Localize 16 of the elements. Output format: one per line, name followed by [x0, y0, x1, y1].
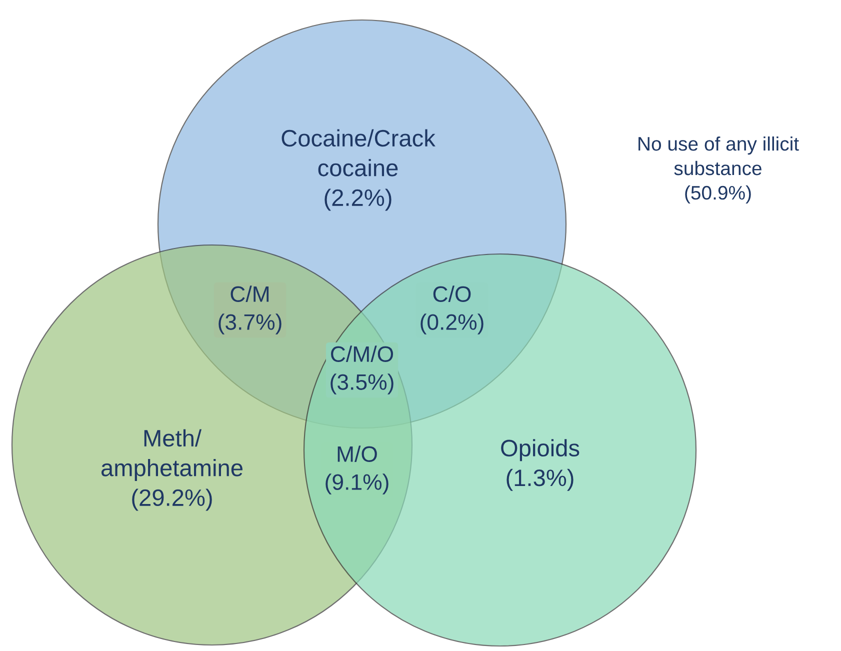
category-label: Cocaine/Crack cocaine	[282, 129, 436, 176]
data-label: (9.1%)	[326, 474, 388, 494]
data-label: (29.2%)	[132, 488, 212, 511]
category-label: No use of any illicit substance	[638, 136, 799, 176]
data-label: (3.7%)	[218, 314, 282, 334]
data-label: (2.2%)	[324, 188, 392, 211]
data-label: (50.9%)	[685, 185, 751, 204]
category-label: C/M	[230, 286, 269, 302]
data-label: (0.2%)	[420, 314, 484, 334]
category-label: C/O	[433, 286, 471, 302]
category-label: Meth/ amphetamine	[101, 429, 242, 482]
category-label: C/M/O	[331, 346, 394, 362]
data-label: (1.3%)	[506, 468, 574, 491]
category-label: M/O	[338, 446, 377, 462]
data-label: (3.5%)	[330, 374, 394, 394]
category-label: Opioids	[501, 439, 580, 462]
